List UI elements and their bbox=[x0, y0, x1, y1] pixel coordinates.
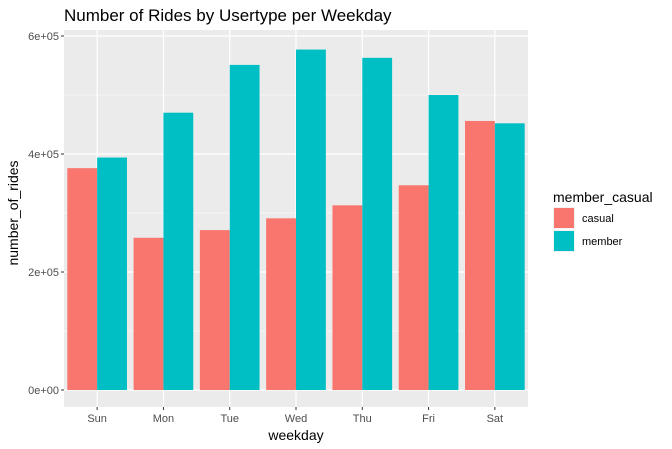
x-tick-label: Fri bbox=[422, 413, 435, 425]
y-axis: 0e+00 2e+05 4e+05 6e+05 bbox=[28, 31, 64, 397]
bar-member-wed bbox=[296, 49, 326, 390]
x-axis-title: weekday bbox=[267, 427, 323, 443]
x-tick-label: Thu bbox=[353, 413, 372, 425]
legend-label-member: member bbox=[582, 236, 623, 248]
legend-key-casual bbox=[554, 208, 574, 228]
y-tick-label: 4e+05 bbox=[28, 149, 59, 161]
legend: member_casual casual member bbox=[553, 189, 653, 252]
bar-casual-fri bbox=[398, 185, 429, 390]
y-tick-label: 2e+05 bbox=[28, 267, 59, 279]
bar-member-sun bbox=[97, 157, 127, 390]
x-tick-label: Sat bbox=[487, 413, 504, 425]
bar-casual-wed bbox=[266, 218, 296, 390]
bar-casual-sat bbox=[465, 120, 495, 391]
x-axis: Sun Mon Tue Wed Thu Fri Sat bbox=[87, 407, 503, 425]
bar-casual-thu bbox=[332, 205, 363, 390]
bar-member-tue bbox=[229, 64, 260, 390]
bar-casual-tue bbox=[199, 230, 230, 390]
x-tick-label: Wed bbox=[285, 413, 307, 425]
bar-casual-sun bbox=[67, 168, 98, 390]
bars bbox=[67, 49, 525, 391]
legend-title: member_casual bbox=[553, 189, 653, 205]
bar-member-mon bbox=[163, 112, 194, 390]
legend-label-casual: casual bbox=[582, 213, 614, 225]
chart-title: Number of Rides by Usertype per Weekday bbox=[64, 6, 392, 25]
bar-member-thu bbox=[362, 57, 393, 391]
y-axis-title: number_of_rides bbox=[5, 160, 21, 265]
y-tick-label: 6e+05 bbox=[28, 31, 59, 43]
x-tick-label: Sun bbox=[87, 413, 107, 425]
x-tick-label: Mon bbox=[153, 413, 174, 425]
x-tick-label: Tue bbox=[220, 413, 239, 425]
bar-casual-mon bbox=[133, 237, 164, 390]
y-tick-label: 0e+00 bbox=[28, 385, 59, 397]
bar-member-sat bbox=[494, 123, 525, 390]
bar-member-fri bbox=[428, 95, 459, 390]
legend-key-member bbox=[554, 231, 574, 251]
